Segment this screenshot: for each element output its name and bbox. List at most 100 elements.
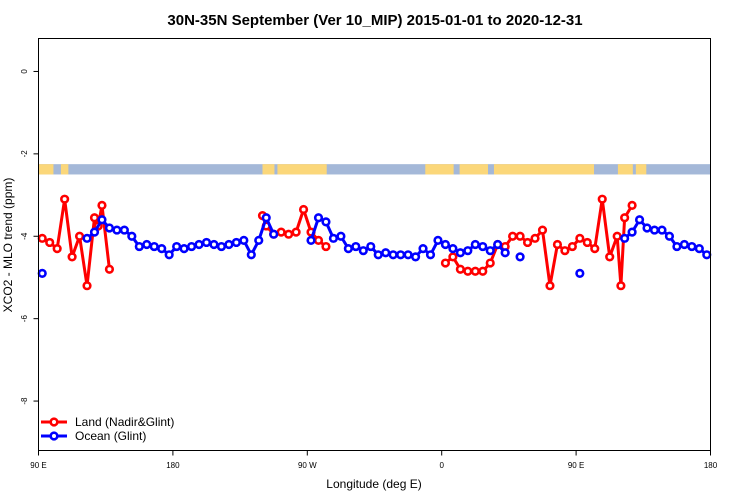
land-segment [635, 164, 647, 175]
data-point [37, 268, 47, 278]
data-point [545, 281, 555, 291]
data-point [396, 250, 406, 260]
data-point [366, 241, 376, 252]
data-point [246, 250, 256, 260]
data-point [269, 229, 279, 239]
data-point [627, 200, 637, 210]
data-point [209, 239, 219, 250]
data-point [448, 244, 458, 254]
data-point [336, 231, 346, 241]
data-point [672, 241, 682, 252]
data-point [470, 239, 480, 250]
data-point [89, 227, 100, 237]
data-point [276, 227, 286, 237]
data-point [560, 246, 570, 256]
data-point [485, 258, 495, 268]
data-point [261, 213, 271, 223]
data-point [508, 231, 518, 241]
data-point [328, 233, 339, 243]
data-point [231, 237, 241, 248]
y-axis-label: XCO2 - MLO trend (ppm) [1, 178, 15, 313]
y-tick-label: -8 [20, 397, 29, 405]
land-segment [38, 164, 54, 175]
data-point [448, 252, 458, 262]
chart-title: 30N-35N September (Ver 10_MIP) 2015-01-0… [167, 12, 582, 29]
data-point [679, 239, 689, 250]
land-segment [425, 164, 454, 175]
data-point [567, 241, 577, 252]
data-point [97, 215, 107, 225]
data-point [216, 241, 227, 252]
data-point [552, 239, 563, 250]
data-point [440, 239, 451, 250]
data-point [478, 266, 488, 276]
data-point [582, 237, 592, 248]
data-point [433, 235, 443, 245]
data-point [478, 241, 488, 252]
data-point [134, 241, 144, 252]
data-point [403, 250, 413, 260]
legend-item: Ocean (Glint) [41, 429, 146, 443]
y-tick-label: 0 [20, 69, 29, 74]
data-point [74, 231, 85, 241]
legend-label: Ocean (Glint) [75, 429, 146, 443]
data-point [201, 237, 212, 248]
data-point [306, 235, 316, 245]
data-point [343, 244, 353, 254]
legend-label: Land (Nadir&Glint) [75, 415, 174, 429]
data-point [313, 213, 324, 223]
legend-item: Land (Nadir&Glint) [41, 415, 174, 429]
data-point [127, 231, 137, 241]
data-point [321, 217, 331, 227]
data-point [37, 233, 47, 243]
x-tick-label: 90 E [568, 461, 584, 470]
data-point [67, 252, 77, 262]
y-tick-label: -2 [20, 150, 29, 158]
data-point [493, 239, 503, 250]
land-segment [617, 164, 633, 175]
data-point [298, 204, 309, 215]
data-point [455, 248, 465, 258]
land-segment [277, 164, 327, 175]
data-point [186, 241, 197, 252]
data-point [687, 241, 697, 252]
ocean-band [38, 164, 711, 175]
data-point [381, 248, 391, 258]
x-tick-label: 180 [166, 461, 180, 470]
data-point [702, 250, 712, 260]
data-point [620, 233, 630, 243]
data-point [112, 225, 122, 235]
y-tick-label: -4 [20, 232, 29, 240]
data-point [172, 241, 182, 252]
data-point [515, 231, 525, 241]
data-point [254, 235, 264, 245]
x-axis-label: Longitude (deg E) [326, 477, 421, 491]
data-point [627, 227, 637, 237]
data-point [590, 244, 600, 254]
data-point [194, 239, 204, 250]
data-point [410, 252, 421, 262]
data-point [575, 233, 585, 243]
land-segment [459, 164, 488, 175]
data-point [291, 227, 301, 237]
data-point [515, 252, 525, 262]
data-point [142, 239, 152, 250]
data-point [157, 244, 167, 254]
data-point [351, 241, 361, 252]
data-point [104, 264, 115, 274]
data-point [500, 248, 510, 258]
data-point [657, 225, 667, 235]
data-point [164, 250, 174, 260]
land-mask-band [38, 164, 711, 175]
data-point [179, 244, 189, 254]
land-segment [493, 164, 595, 175]
data-point [597, 194, 607, 204]
y-tick-label: -6 [20, 315, 29, 323]
data-point [649, 225, 660, 235]
data-point [440, 258, 451, 268]
data-point [634, 215, 645, 225]
data-point [612, 231, 622, 241]
series-land [37, 194, 637, 291]
data-point [530, 233, 540, 243]
